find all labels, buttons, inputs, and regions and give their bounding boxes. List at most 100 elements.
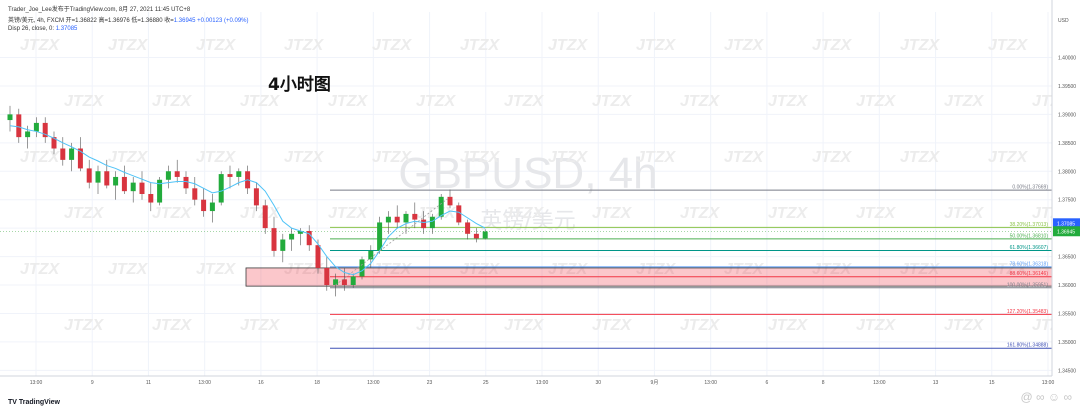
time-tick-label: 16 — [258, 380, 264, 386]
brand-watermark: JTZX — [196, 37, 236, 54]
candle-body — [368, 250, 374, 260]
brand-watermark: JTZX — [284, 37, 324, 54]
price-tick-label: 1.35500 — [1058, 311, 1076, 317]
candle-body — [324, 267, 330, 285]
candle-body — [280, 239, 286, 251]
candle-body — [183, 176, 189, 189]
candle-body — [262, 205, 268, 229]
brand-watermark: JTZX — [944, 93, 984, 110]
candle-body — [60, 148, 66, 160]
header-line3-prefix: Disp 26, close, 0: — [8, 26, 56, 32]
candles — [7, 105, 488, 297]
brand-watermark: JTZX — [856, 317, 896, 334]
brand-watermark: JTZX — [812, 149, 852, 166]
time-tick-label: 13:00 — [30, 380, 43, 386]
candle-body — [421, 219, 427, 229]
time-tick-label: 8 — [822, 380, 825, 386]
candle-body — [473, 233, 479, 239]
brand-watermark: JTZX — [504, 93, 544, 110]
brand-watermark: JTZX — [64, 317, 104, 334]
brand-watermark: JTZX — [988, 149, 1028, 166]
brand-watermark: JTZX — [152, 205, 192, 222]
brand-watermark: JTZX — [592, 205, 632, 222]
price-tick-label: 1.35000 — [1058, 340, 1076, 346]
brand-watermark: JTZX — [108, 261, 148, 278]
candle-body — [333, 279, 339, 285]
brand-watermark: JTZX — [372, 37, 412, 54]
current-price-tag-text: 1.36945 — [1057, 229, 1075, 235]
brand-watermark: JTZX — [416, 205, 456, 222]
brand-watermark: JTZX — [900, 261, 940, 278]
brand-watermark: JTZX — [460, 261, 500, 278]
candle-body — [130, 182, 136, 192]
candle-body — [315, 245, 321, 268]
candle-body — [165, 171, 171, 180]
candle-body — [394, 216, 400, 223]
brand-watermark: JTZX — [768, 93, 808, 110]
candle-body — [412, 213, 418, 220]
candle-body — [429, 216, 435, 229]
brand-watermark: JTZX — [152, 93, 192, 110]
ma-price-tag-text: 1.37085 — [1057, 221, 1075, 227]
symbol-watermark: GBPUSD, 4h — [398, 149, 657, 198]
moving-average — [9, 125, 486, 286]
time-tick-label: 13:00 — [704, 380, 717, 386]
candle-body — [7, 114, 13, 121]
corner-watermark: @ ∞ ☺ ∞ — [1020, 390, 1072, 404]
brand-watermark: JTZX — [240, 317, 280, 334]
brand-watermark: JTZX — [108, 37, 148, 54]
time-tick-label: 13:00 — [536, 380, 549, 386]
brand-watermark: JTZX — [768, 317, 808, 334]
time-tick-label: 9月 — [651, 380, 659, 386]
brand-watermark: JTZX — [724, 149, 764, 166]
brand-watermark: JTZX — [636, 261, 676, 278]
brand-watermark: JTZX — [548, 149, 588, 166]
brand-watermark: JTZX — [108, 149, 148, 166]
brand-watermark: JTZX — [944, 317, 984, 334]
candle-body — [218, 174, 224, 203]
candle-body — [359, 259, 365, 277]
fib-label: 127.20%(1.35483) — [1007, 309, 1048, 315]
brand-watermark: JTZX — [416, 93, 456, 110]
brand-watermark: JTZX — [460, 37, 500, 54]
candle-body — [16, 114, 22, 138]
price-tick-label: 1.38000 — [1058, 169, 1076, 175]
fib-label: 50.00%(1.36810) — [1010, 233, 1049, 239]
time-tick-label: 11 — [146, 380, 151, 386]
time-tick-label: 13 — [933, 380, 939, 386]
ma-price-tag — [1053, 218, 1080, 229]
header-line3: Disp 26, close, 0: 1.37085 — [8, 26, 77, 32]
header-line3-value: 1.37085 — [55, 26, 78, 32]
brand-watermark: JTZX — [636, 149, 676, 166]
brand-watermark: JTZX — [548, 37, 588, 54]
price-tick-label: USD — [1058, 18, 1069, 24]
candle-body — [86, 168, 92, 183]
brand-watermark: JTZX — [768, 205, 808, 222]
candle-body — [482, 231, 488, 239]
brand-watermark: JTZX — [460, 149, 500, 166]
watermarks: GBPUSD, 4h 英镑/美元 JTZX JTZX JTZX JTZX JTZX JTZX J… — [20, 37, 1072, 334]
time-tick-label: 25 — [483, 380, 489, 386]
chart-title: 4小时图 — [268, 75, 331, 95]
candle-body — [95, 171, 101, 183]
fib-levels: 0.00%(1.37669) 38.20%(1.37013) 50.00%(1.36… — [330, 185, 1052, 349]
header-line2-prefix: 英镑/美元, 4h, FXCM 开=1.36822 高=1.36976 低=1.… — [8, 18, 174, 24]
price-tick-label: 1.34500 — [1058, 368, 1076, 374]
brand-watermark: JTZX — [284, 261, 324, 278]
time-tick-label: 18 — [314, 380, 320, 386]
brand-watermark: JTZX — [328, 93, 368, 110]
candle-body — [253, 188, 259, 206]
brand-watermark: JTZX — [196, 261, 236, 278]
brand-watermark: JTZX — [900, 37, 940, 54]
candle-body — [33, 122, 39, 132]
brand-watermark: JTZX — [372, 149, 412, 166]
brand-watermark: JTZX — [20, 149, 60, 166]
header-line2: 英镑/美元, 4h, FXCM 开=1.36822 高=1.36976 低=1.… — [8, 15, 249, 24]
trend-line — [335, 196, 451, 286]
fib-label: 88.60%(1.36146) — [1010, 271, 1049, 277]
price-tick-label: 1.39000 — [1058, 112, 1076, 118]
fib-label: 100.00%(1.35951) — [1007, 282, 1048, 288]
brand-watermark: JTZX — [680, 93, 720, 110]
